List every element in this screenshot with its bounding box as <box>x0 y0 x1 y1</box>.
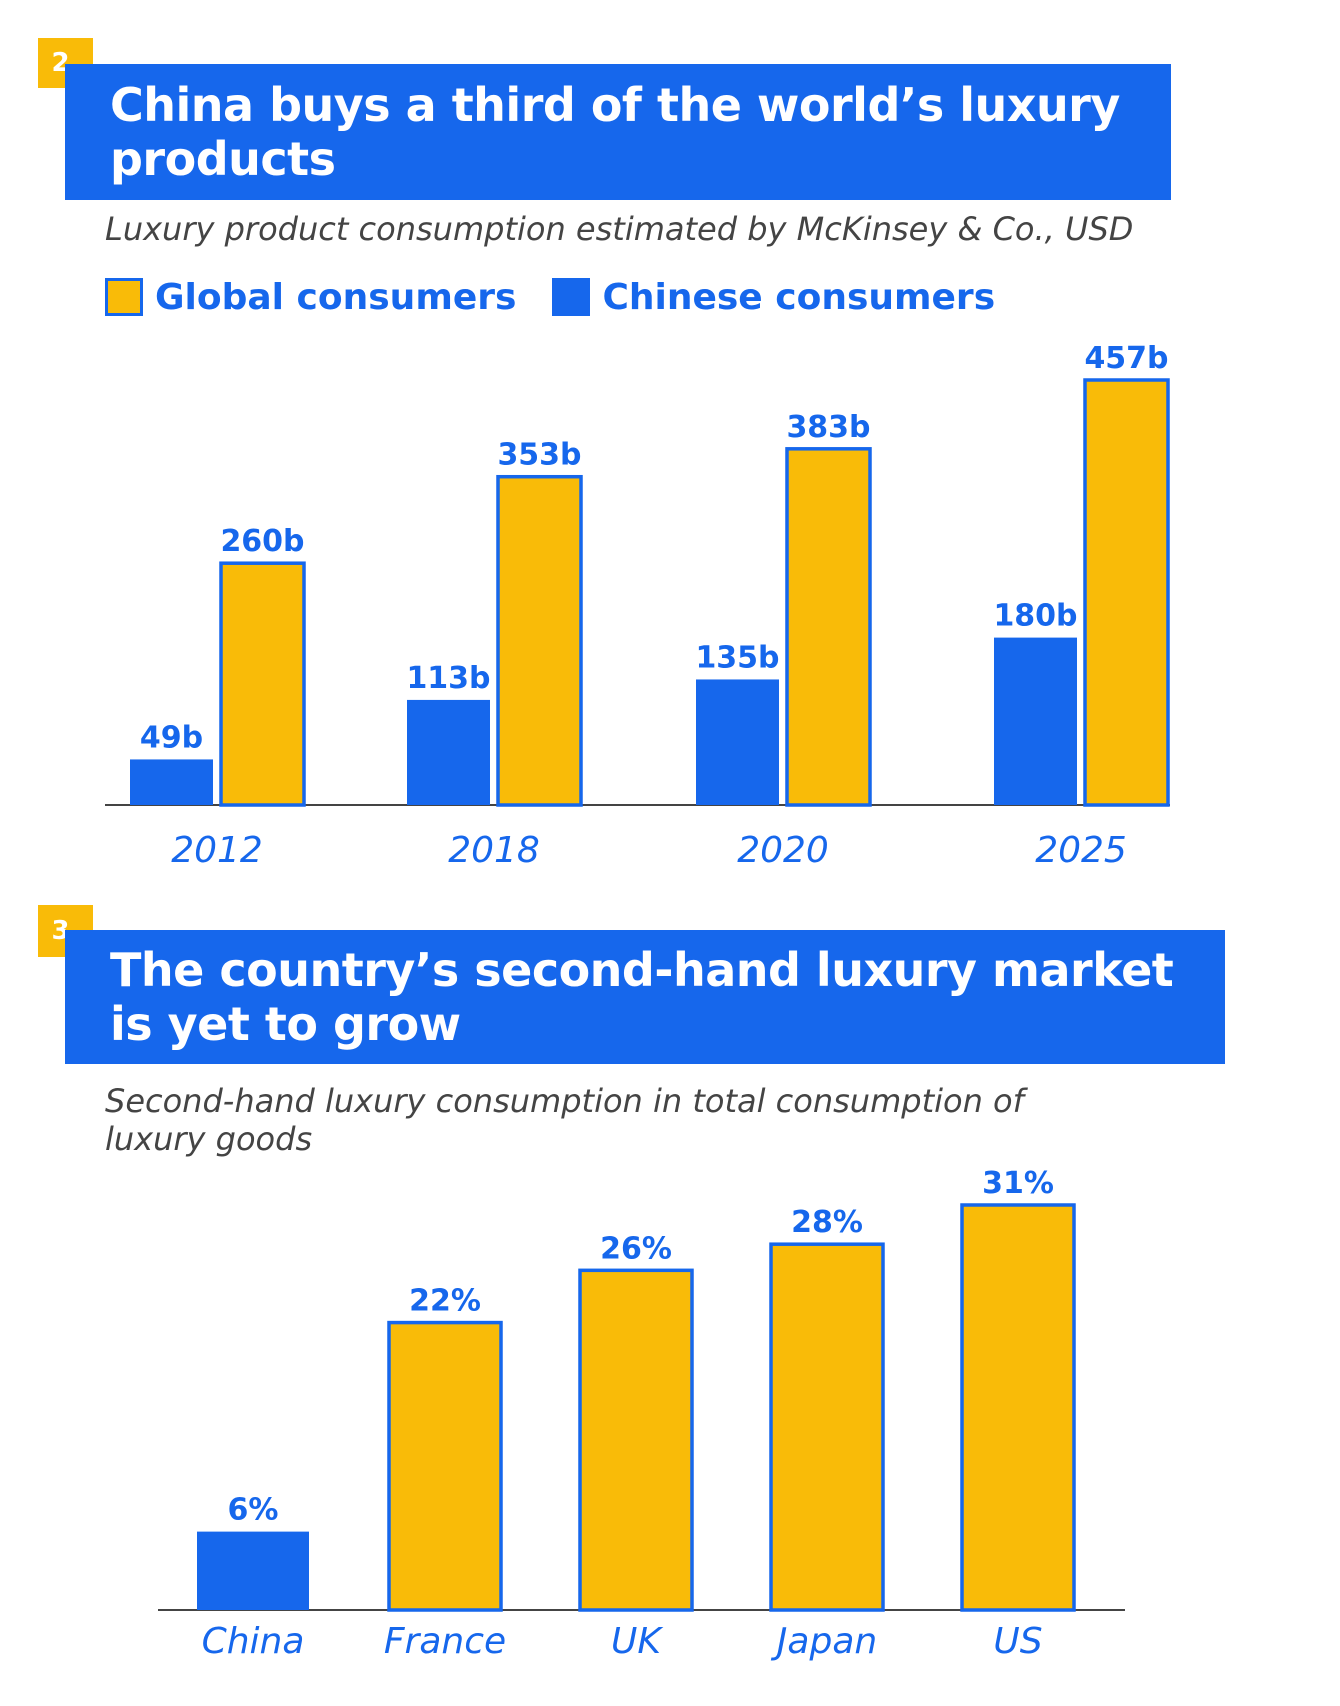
bar-chinese-consumers <box>407 699 490 805</box>
legend-item-chinese: Chinese consumers <box>552 277 995 318</box>
bar-global-consumers <box>496 474 583 807</box>
subtitle-line: Second-hand luxury consumption in total … <box>105 1082 1024 1120</box>
data-label: 49b <box>140 720 203 755</box>
data-label: 383b <box>786 410 870 445</box>
chart-subtitle: Second-hand luxury consumption in total … <box>105 1082 1024 1158</box>
bar-chinese-consumers <box>994 637 1077 805</box>
chart-title-line: products <box>110 132 336 186</box>
chart-legend: Global consumers Chinese consumers <box>105 272 1031 322</box>
luxury-consumption-bar-chart: 49b 260b 2012 113b 353b 2018 135b 383b 2020 180b 4… <box>105 341 1170 871</box>
x-tick-label: 2012 <box>171 830 263 871</box>
bar-chinese-consumers <box>130 759 213 805</box>
bar-us <box>960 1203 1076 1612</box>
bar-china <box>197 1531 309 1610</box>
data-label: 113b <box>406 661 490 696</box>
x-tick-label: China <box>202 1621 305 1662</box>
chart-title-line: is yet to grow <box>110 997 461 1051</box>
x-tick-label: UK <box>611 1621 663 1662</box>
bar-uk <box>578 1268 694 1612</box>
chart-subtitle: Luxury product consumption estimated by … <box>105 210 1134 248</box>
chart-title-line: The country’s second-hand luxury market <box>110 943 1174 997</box>
chart-title-banner: The country’s second-hand luxury market … <box>65 930 1225 1064</box>
x-tick-label: US <box>993 1621 1042 1662</box>
legend-item-global: Global consumers <box>105 277 516 318</box>
data-label: 457b <box>1084 341 1168 376</box>
x-tick-label: 2025 <box>1035 830 1127 871</box>
data-label: 260b <box>220 524 304 559</box>
legend-swatch-global <box>105 278 143 316</box>
legend-label: Global consumers <box>155 276 517 318</box>
x-tick-label: 2018 <box>448 830 540 871</box>
data-label: 6% <box>228 1493 279 1528</box>
x-tick-label: France <box>384 1621 506 1662</box>
data-label: 31% <box>982 1166 1054 1201</box>
data-label: 26% <box>600 1231 672 1266</box>
bar-japan <box>769 1242 885 1612</box>
x-tick-label: 2020 <box>737 830 829 871</box>
bar-global-consumers <box>785 447 872 807</box>
bar-global-consumers <box>1083 378 1170 807</box>
data-label: 28% <box>791 1205 863 1240</box>
bar-global-consumers <box>219 561 306 807</box>
data-label: 180b <box>993 599 1077 634</box>
bar-chinese-consumers <box>696 679 779 805</box>
chart-title-line: China buys a third of the world’s luxury <box>110 78 1120 132</box>
data-label: 353b <box>497 438 581 473</box>
data-label: 22% <box>409 1284 481 1319</box>
bar-france <box>387 1320 503 1612</box>
data-label: 135b <box>695 640 779 675</box>
legend-swatch-chinese <box>552 278 591 316</box>
subtitle-line: luxury goods <box>105 1120 313 1158</box>
chart-title-banner: China buys a third of the world’s luxury… <box>65 64 1171 200</box>
x-tick-label: Japan <box>771 1621 877 1662</box>
legend-label: Chinese consumers <box>602 276 996 318</box>
